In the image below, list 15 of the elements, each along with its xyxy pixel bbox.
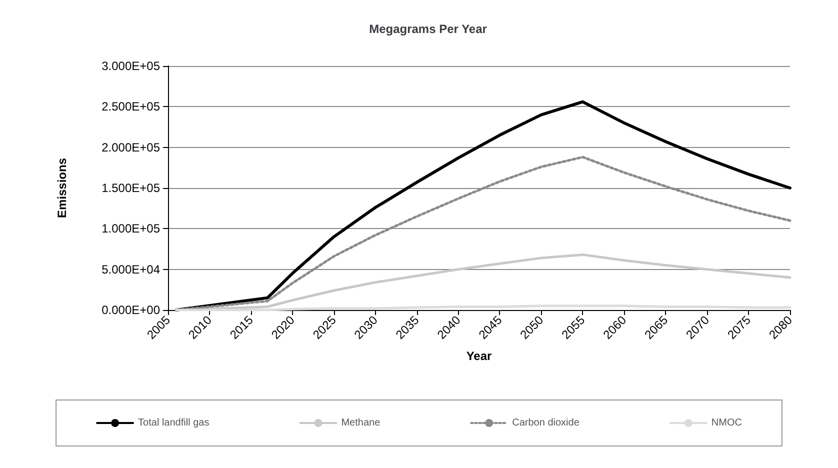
y-tick-label: 0.000E+00 [102,303,160,317]
legend-label: Carbon dioxide [512,418,580,428]
legend-label: Methane [341,418,381,428]
y-tick-label: 1.000E+05 [102,222,160,236]
x-axis-title: Year [466,349,492,363]
legend-label: NMOC [711,418,742,428]
y-tick-label: 3.000E+05 [102,59,160,73]
y-axis-title: Emissions [55,158,69,218]
legend-label: Total landfill gas [138,418,210,428]
chart-title: Megagrams Per Year [369,22,488,36]
y-tick-label: 5.000E+04 [102,262,160,276]
y-tick-label: 1.500E+05 [102,181,160,195]
line-series [174,100,792,312]
y-tick-label: 2.000E+05 [102,140,160,154]
y-tick-label: 2.500E+05 [102,100,160,114]
